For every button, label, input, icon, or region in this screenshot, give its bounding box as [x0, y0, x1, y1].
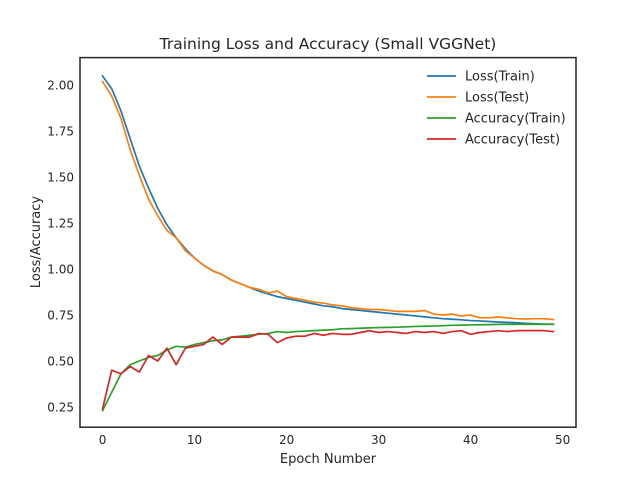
y-tick-label: 1.75 — [47, 125, 74, 139]
y-tick-label: 0.75 — [47, 309, 74, 323]
y-tick-label: 1.50 — [47, 171, 74, 185]
x-tick-label: 20 — [279, 433, 294, 447]
legend-label: Accuracy(Train) — [465, 112, 566, 127]
x-axis-label: Epoch Number — [280, 452, 377, 467]
y-tick-label: 0.25 — [47, 400, 74, 414]
chart-title: Training Loss and Accuracy (Small VGGNet… — [159, 35, 497, 53]
series-line-2 — [101, 323, 555, 412]
x-tick-label: 40 — [463, 433, 478, 447]
x-tick-label: 30 — [371, 433, 386, 447]
plot-area — [101, 74, 555, 412]
legend-item: Loss(Train) — [427, 70, 535, 85]
y-axis-ticks: 0.25 0.50 0.75 1.00 1.25 1.50 1.75 2.00 — [47, 79, 74, 415]
y-axis-label: Loss/Accuracy — [29, 196, 44, 289]
x-tick-label: 10 — [187, 433, 202, 447]
y-tick-label: 1.00 — [47, 263, 74, 277]
x-axis-ticks: 0 10 20 30 40 50 — [99, 433, 571, 447]
y-tick-label: 0.50 — [47, 355, 74, 369]
x-tick-label: 50 — [555, 433, 570, 447]
legend-label: Loss(Test) — [465, 91, 529, 106]
series-line-1 — [101, 80, 555, 321]
y-tick-label: 1.25 — [47, 217, 74, 231]
series-line-3 — [101, 329, 555, 410]
legend: Loss(Train) Loss(Test) Accuracy(Train) Accu… — [427, 70, 566, 148]
legend-label: Loss(Train) — [465, 70, 535, 85]
legend-label: Accuracy(Test) — [465, 133, 560, 148]
x-tick-label: 0 — [99, 433, 107, 447]
legend-item: Loss(Test) — [427, 91, 529, 106]
y-tick-label: 2.00 — [47, 79, 74, 93]
legend-item: Accuracy(Train) — [427, 112, 566, 127]
axes-frame — [79, 56, 577, 428]
legend-item: Accuracy(Test) — [427, 133, 560, 148]
